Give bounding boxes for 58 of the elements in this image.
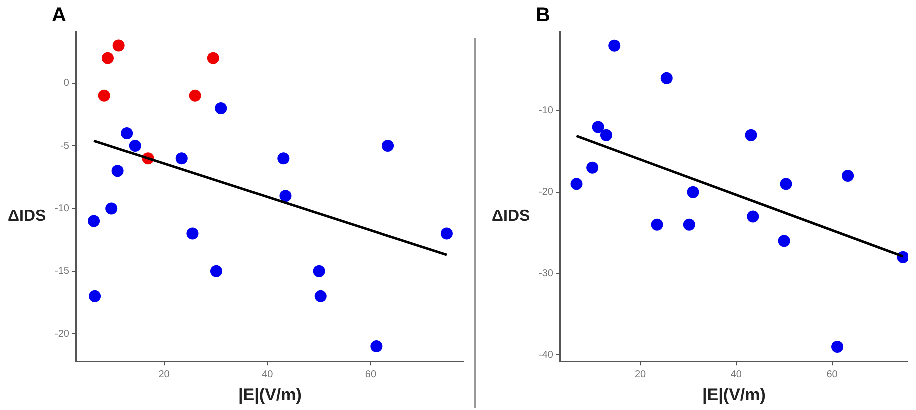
point bbox=[608, 40, 621, 52]
point bbox=[189, 90, 202, 102]
point bbox=[592, 121, 604, 134]
point bbox=[89, 290, 102, 302]
y-tick-label: -30 bbox=[539, 268, 554, 280]
x-axis-title: |E|(V/m) bbox=[702, 385, 766, 404]
point bbox=[440, 228, 453, 240]
point bbox=[129, 140, 142, 152]
point bbox=[745, 129, 758, 142]
x-tick-label: 40 bbox=[730, 369, 742, 380]
y-tick-label: -20 bbox=[55, 328, 70, 340]
point bbox=[98, 90, 110, 102]
point bbox=[207, 52, 220, 64]
y-tick-label: 0 bbox=[64, 78, 70, 90]
x-tick-label: 60 bbox=[826, 369, 838, 380]
y-tick-label: -15 bbox=[55, 266, 70, 278]
point bbox=[112, 165, 124, 178]
point bbox=[176, 152, 188, 165]
point bbox=[382, 140, 394, 152]
y-axis-title: ΔIDS bbox=[8, 208, 46, 226]
point bbox=[780, 178, 792, 190]
point bbox=[600, 129, 612, 142]
chart-title: B bbox=[536, 4, 550, 27]
point bbox=[88, 215, 100, 228]
point bbox=[102, 52, 114, 64]
point bbox=[586, 162, 599, 174]
point bbox=[280, 190, 292, 202]
y-tick-label: -10 bbox=[539, 106, 554, 117]
point bbox=[106, 202, 118, 215]
point bbox=[651, 218, 664, 231]
point bbox=[660, 72, 673, 84]
point bbox=[842, 170, 854, 182]
x-tick-label: 20 bbox=[158, 369, 170, 380]
x-tick-label: 40 bbox=[262, 369, 274, 380]
x-axis-title: |E|(V/m) bbox=[238, 385, 302, 404]
point bbox=[832, 340, 844, 353]
point bbox=[370, 340, 383, 353]
chart-title: A bbox=[52, 4, 66, 27]
point bbox=[314, 290, 327, 302]
y-tick-label: -5 bbox=[60, 140, 70, 152]
point bbox=[570, 178, 583, 190]
point bbox=[747, 210, 760, 223]
point bbox=[210, 265, 222, 278]
point bbox=[186, 228, 199, 240]
point bbox=[112, 40, 125, 52]
point bbox=[313, 265, 326, 278]
point bbox=[278, 152, 290, 165]
y-tick-label: -20 bbox=[539, 187, 554, 198]
point bbox=[121, 128, 134, 140]
point bbox=[687, 186, 700, 198]
x-tick-label: 60 bbox=[365, 369, 377, 380]
x-tick-label: 20 bbox=[634, 369, 647, 380]
point bbox=[778, 235, 790, 248]
point bbox=[683, 218, 696, 231]
y-tick-label: -40 bbox=[539, 350, 554, 361]
y-axis-title: ΔIDS bbox=[492, 208, 530, 226]
point bbox=[215, 102, 228, 114]
y-tick-label: -10 bbox=[55, 203, 70, 214]
